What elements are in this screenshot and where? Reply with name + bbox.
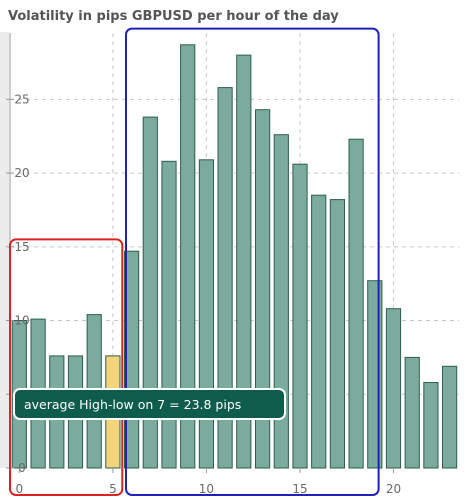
x-tick-label-15: 15: [292, 482, 307, 496]
bar-14: [273, 134, 289, 469]
bar-9: [180, 44, 196, 469]
bar-19: [367, 280, 383, 469]
bar-7: [142, 116, 158, 469]
x-tick-label-5: 5: [109, 482, 117, 496]
y-tick-label-10: 10: [14, 314, 29, 328]
bar-21: [404, 356, 420, 469]
bar-8: [161, 160, 177, 469]
bar-22: [423, 382, 439, 469]
y-tick-label-20: 20: [14, 166, 29, 180]
bar-12: [236, 54, 252, 469]
bar-13: [255, 109, 271, 469]
bar-18: [348, 138, 364, 469]
chart-title: Volatility in pips GBPUSD per hour of th…: [8, 9, 339, 24]
tooltip-box: [13, 388, 286, 420]
annotation-box-0: [9, 238, 124, 496]
bar-16: [311, 194, 327, 469]
tooltip-text: average High-low on 7 = 23.8 pips: [24, 397, 241, 412]
bar-11: [217, 87, 233, 469]
y-tick-label-25: 25: [14, 92, 29, 106]
left-band: [0, 32, 9, 468]
x-tick-label-20: 20: [386, 482, 401, 496]
x-tick-label-0: 0: [16, 482, 24, 496]
tooltip-layer: average High-low on 7 = 23.8 pips: [13, 388, 286, 420]
bar-15: [292, 163, 308, 469]
y-tick-label-15: 15: [14, 240, 29, 254]
y-tick-label-0: 0: [18, 461, 26, 475]
bar-17: [329, 199, 345, 469]
bar-10: [198, 159, 215, 469]
x-tick-label-10: 10: [199, 482, 214, 496]
annotation-layer: [9, 27, 380, 496]
bar-20: [385, 308, 402, 469]
bar-23: [442, 365, 458, 469]
annotation-box-1: [125, 27, 380, 496]
